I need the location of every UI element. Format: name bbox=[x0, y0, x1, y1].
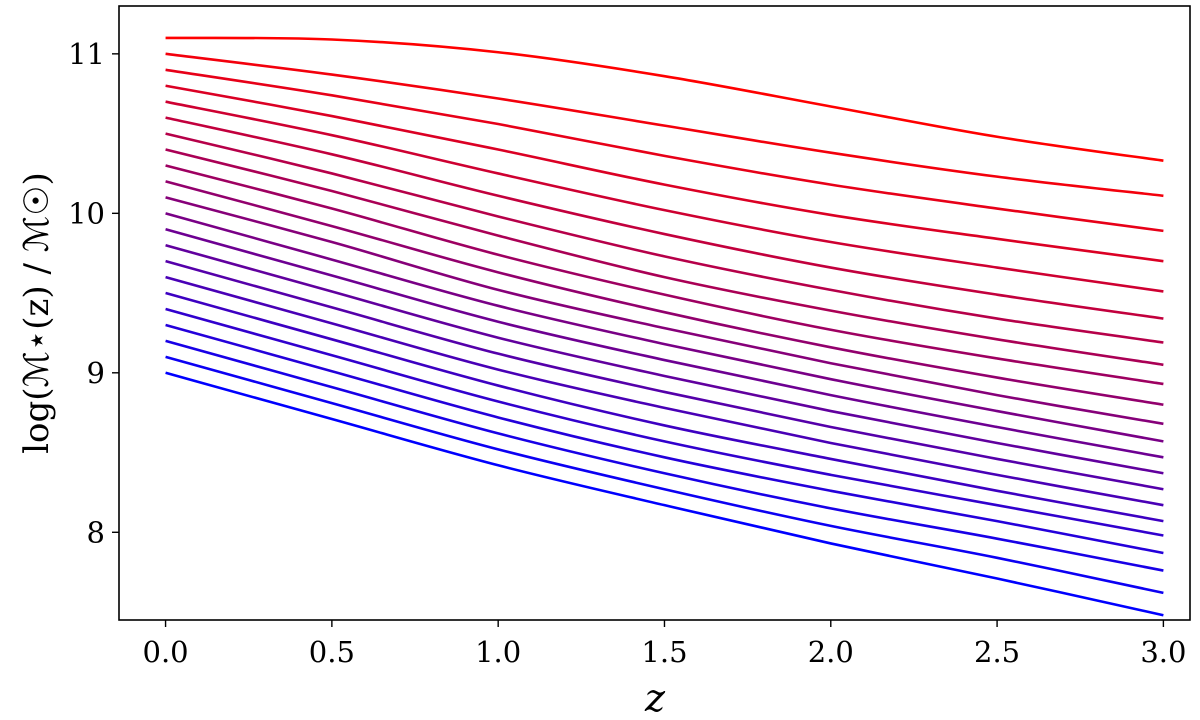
series-line-13 bbox=[165, 180, 1164, 406]
series-line-12 bbox=[165, 196, 1164, 426]
series-line-1 bbox=[165, 371, 1164, 617]
x-axis-label: z bbox=[644, 676, 666, 720]
y-tick-label: 11 bbox=[68, 37, 105, 71]
series-line-17 bbox=[165, 116, 1164, 320]
x-tick-label: 3.0 bbox=[1140, 635, 1186, 669]
y-tick-label: 9 bbox=[87, 356, 105, 390]
series-line-6 bbox=[165, 291, 1164, 523]
y-tick-label: 8 bbox=[87, 515, 105, 549]
series-line-4 bbox=[165, 323, 1164, 555]
x-tick-label: 1.5 bbox=[641, 635, 687, 669]
series-line-11 bbox=[165, 212, 1164, 443]
series-line-2 bbox=[165, 355, 1164, 595]
x-axis: 0.0 0.5 1.0 1.5 2.0 2.5 3.0 bbox=[143, 620, 1186, 669]
x-tick-label: 2.5 bbox=[974, 635, 1020, 669]
y-tick-label: 10 bbox=[68, 196, 105, 230]
x-tick-label: 2.0 bbox=[808, 635, 854, 669]
y-axis: 8 9 10 11 bbox=[68, 37, 119, 549]
series-layer bbox=[165, 36, 1164, 617]
series-line-10 bbox=[165, 228, 1164, 459]
series-line-15 bbox=[165, 148, 1164, 367]
plot-frame bbox=[118, 5, 1191, 621]
series-line-3 bbox=[165, 339, 1164, 572]
x-tick-label: 0.5 bbox=[309, 635, 355, 669]
series-line-7 bbox=[165, 275, 1164, 507]
x-tick-label: 1.0 bbox=[475, 635, 521, 669]
series-line-22 bbox=[165, 36, 1164, 162]
series-line-14 bbox=[165, 164, 1164, 386]
y-axis-label: log(ℳ⋆(z) / ℳ☉) bbox=[17, 172, 57, 454]
series-line-20 bbox=[165, 68, 1164, 233]
x-tick-label: 0.0 bbox=[143, 635, 189, 669]
series-line-19 bbox=[165, 84, 1164, 263]
series-line-16 bbox=[165, 132, 1164, 344]
series-line-8 bbox=[165, 259, 1164, 491]
series-line-18 bbox=[165, 100, 1164, 293]
series-line-5 bbox=[165, 307, 1164, 537]
series-line-9 bbox=[165, 243, 1164, 475]
series-line-21 bbox=[165, 52, 1164, 198]
